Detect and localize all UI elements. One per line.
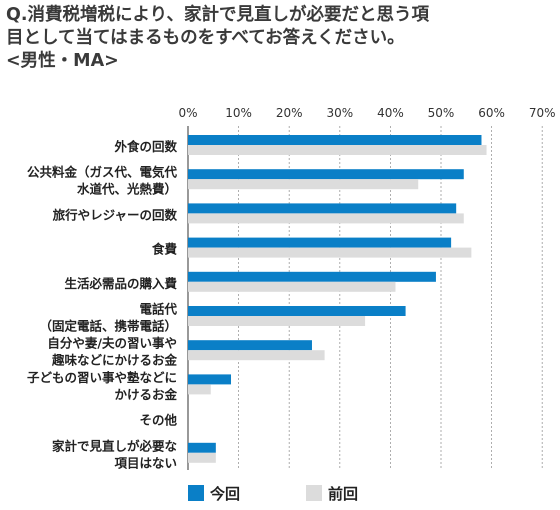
category-label: 公共料金（ガス代、電気代 — [27, 165, 178, 180]
bar-current — [188, 271, 436, 282]
category-label: 自分や妻/夫の習い事や — [47, 336, 177, 351]
category-label: その他 — [139, 413, 177, 428]
tick-label: 40% — [377, 106, 404, 120]
category-label: かけるお金 — [114, 387, 177, 402]
bar-previous — [188, 281, 396, 292]
tick-label: 30% — [326, 106, 353, 120]
tick-label: 70% — [529, 106, 556, 120]
bar-current — [188, 340, 312, 351]
bar-current — [188, 237, 452, 248]
category-label: 食費 — [151, 242, 178, 257]
legend-item-previous: 前回 — [306, 483, 358, 504]
tick-label: 10% — [225, 106, 252, 120]
title-line-1: Q.消費税増税により、家計で見直しが必要だと思う項 — [6, 5, 429, 25]
legend-label-current: 今回 — [210, 485, 241, 503]
category-label: 項目はない — [114, 455, 177, 470]
category-label: 家計で見直しが必要な — [52, 438, 177, 453]
legend-swatch-previous — [306, 485, 322, 501]
tick-label: 50% — [428, 106, 455, 120]
legend-label-previous: 前回 — [328, 485, 359, 503]
tick-label: 20% — [276, 106, 303, 120]
bar-previous — [188, 179, 419, 190]
tick-label: 60% — [478, 106, 505, 120]
category-label: 子どもの習い事や塾などに — [27, 370, 177, 385]
bar-previous — [188, 384, 211, 395]
bar-previous — [188, 145, 487, 155]
bar-previous — [188, 452, 216, 463]
chart-title: Q.消費税増税により、家計で見直しが必要だと思う項 目として当てはまるものをすべ… — [6, 4, 554, 73]
bar-current — [188, 203, 457, 214]
bar-previous — [188, 247, 472, 258]
legend-item-current: 今回 — [188, 483, 240, 504]
bar-current — [188, 135, 482, 145]
bar-current — [188, 169, 464, 180]
bar-current — [188, 374, 232, 385]
bar-previous — [188, 350, 325, 361]
tick-label: 0% — [178, 106, 197, 120]
category-label: （固定電話、携帯電話） — [39, 319, 177, 334]
category-label: 趣味などにかけるお金 — [51, 353, 178, 368]
bar-previous — [188, 213, 464, 224]
bar-current — [188, 306, 406, 316]
legend-swatch-current — [188, 485, 204, 501]
bar-previous — [188, 316, 366, 326]
category-label: 旅行やレジャーの回数 — [52, 207, 178, 222]
category-label: 外食の回数 — [113, 139, 177, 154]
bar-current — [188, 442, 216, 453]
title-line-2: 目として当てはまるものをすべてお答えください。 — [6, 28, 405, 48]
title-line-3: <男性・MA> — [6, 51, 119, 71]
category-label: 水道代、光熱費） — [77, 182, 177, 197]
category-label: 電話代 — [139, 302, 177, 317]
category-label: 生活必需品の購入費 — [64, 276, 177, 291]
